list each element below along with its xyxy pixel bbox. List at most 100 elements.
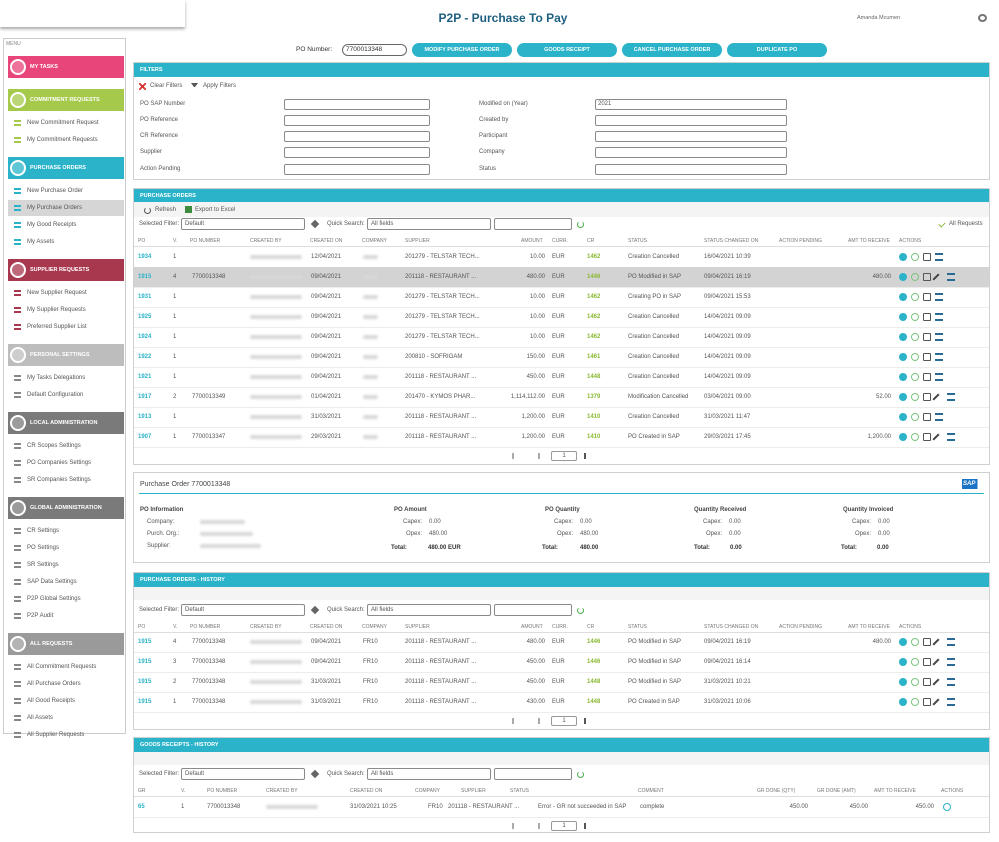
menu-item[interactable]: My Assets: [27, 239, 55, 245]
pager-first[interactable]: [512, 453, 521, 459]
filter-input[interactable]: [595, 164, 787, 175]
row-link[interactable]: 1915: [138, 659, 152, 665]
row-link[interactable]: 1913: [138, 414, 152, 420]
filter-input[interactable]: [284, 147, 430, 158]
row-link[interactable]: 1915: [138, 679, 152, 685]
action-status[interactable]: [911, 658, 919, 666]
action-tree[interactable]: [947, 658, 955, 666]
menu-item[interactable]: All Assets: [27, 715, 54, 721]
filter-input[interactable]: [284, 115, 430, 126]
action-copy[interactable]: [923, 313, 931, 321]
row-link[interactable]: 1931: [138, 294, 152, 300]
section-title[interactable]: MY TASKS: [30, 64, 58, 70]
section-title[interactable]: PURCHASE ORDERS: [30, 165, 86, 171]
menu-item[interactable]: All Purchase Orders: [27, 681, 81, 687]
menu-item[interactable]: New Supplier Request: [27, 290, 87, 296]
action-copy[interactable]: [923, 273, 931, 281]
apply-icon[interactable]: [191, 83, 198, 90]
clear-filters[interactable]: Clear Filters: [150, 83, 183, 89]
pager-prev[interactable]: [538, 453, 542, 459]
section-header[interactable]: [8, 497, 124, 519]
menu-item[interactable]: PO Companies Settings: [27, 460, 92, 466]
filter-input[interactable]: [284, 131, 430, 142]
action-button-label[interactable]: CANCEL PURCHASE ORDER: [633, 47, 711, 53]
action-copy[interactable]: [923, 678, 931, 686]
action-status[interactable]: [911, 273, 919, 281]
quick-search-input[interactable]: [494, 604, 572, 616]
action-tree[interactable]: [935, 293, 943, 301]
action-tree[interactable]: [935, 373, 943, 381]
action-tree[interactable]: [947, 273, 955, 281]
action-tree[interactable]: [935, 313, 943, 321]
menu-item[interactable]: SR Settings: [27, 562, 59, 568]
quick-search-select[interactable]: [367, 768, 491, 780]
action-status[interactable]: [911, 313, 919, 321]
row-link[interactable]: 1915: [138, 699, 152, 705]
section-header[interactable]: [8, 89, 124, 111]
refresh-icon[interactable]: [577, 607, 584, 614]
export-button[interactable]: Export to Excel: [195, 207, 236, 213]
selected-filter[interactable]: [181, 218, 305, 230]
menu-item[interactable]: PO Settings: [27, 545, 60, 551]
action-tree[interactable]: [947, 678, 955, 686]
menu-item[interactable]: My Purchase Orders: [27, 205, 83, 211]
section-header[interactable]: [8, 259, 124, 281]
action-tree[interactable]: [935, 333, 943, 341]
po-number-input[interactable]: [342, 44, 407, 56]
menu-item[interactable]: All Supplier Requests: [27, 732, 85, 738]
action-button-label[interactable]: MODIFY PURCHASE ORDER: [424, 47, 500, 53]
action-button[interactable]: [412, 43, 512, 57]
section-title[interactable]: PERSONAL SETTINGS: [30, 352, 90, 358]
action-globe[interactable]: [899, 413, 907, 421]
action-copy[interactable]: [923, 393, 931, 401]
action-globe[interactable]: [899, 273, 907, 281]
menu-item[interactable]: All Good Receipts: [27, 698, 76, 704]
action-copy[interactable]: [923, 253, 931, 261]
menu-item[interactable]: My Tasks Delegations: [27, 375, 86, 381]
excel-icon[interactable]: [185, 206, 192, 213]
refresh-button[interactable]: Refresh: [155, 207, 177, 213]
filter-input[interactable]: [595, 99, 787, 110]
menu-item[interactable]: All Commitment Requests: [27, 664, 97, 670]
menu-item[interactable]: My Supplier Requests: [27, 307, 86, 313]
action-globe[interactable]: [899, 698, 907, 706]
section-title[interactable]: GLOBAL ADMINISTRATION: [30, 505, 102, 511]
action-copy[interactable]: [923, 333, 931, 341]
action-button-label[interactable]: DUPLICATE PO: [756, 47, 798, 53]
pager-first[interactable]: [512, 718, 521, 724]
action-globe[interactable]: [899, 678, 907, 686]
action-status[interactable]: [911, 433, 919, 441]
action-status[interactable]: [911, 393, 919, 401]
menu-item[interactable]: Default Configuration: [27, 392, 84, 398]
filter-input[interactable]: [595, 131, 787, 142]
row-link[interactable]: 1925: [138, 314, 152, 320]
menu-item[interactable]: SR Companies Settings: [27, 477, 91, 483]
row-link[interactable]: 65: [138, 804, 145, 810]
apply-filters[interactable]: Apply Filters: [203, 83, 237, 89]
refresh-icon[interactable]: [577, 221, 584, 228]
action-globe[interactable]: [899, 373, 907, 381]
action-globe[interactable]: [899, 638, 907, 646]
section-title[interactable]: SUPPLIER REQUESTS: [30, 267, 90, 273]
action-status[interactable]: [911, 333, 919, 341]
action-tree[interactable]: [947, 638, 955, 646]
row-link[interactable]: 1915: [138, 639, 152, 645]
action-tree[interactable]: [935, 253, 943, 261]
pager-prev[interactable]: [538, 823, 542, 829]
pager-prev[interactable]: [538, 718, 542, 724]
action-copy[interactable]: [923, 293, 931, 301]
action-globe[interactable]: [899, 293, 907, 301]
menu-item[interactable]: My Commitment Requests: [27, 137, 98, 143]
action-globe[interactable]: [899, 433, 907, 441]
action-globe[interactable]: [899, 313, 907, 321]
section-header[interactable]: [8, 412, 124, 434]
menu-item[interactable]: My Good Receipts: [27, 222, 77, 228]
action-tree[interactable]: [935, 353, 943, 361]
action-copy[interactable]: [923, 433, 931, 441]
row-link[interactable]: 1917: [138, 394, 152, 400]
menu-item[interactable]: New Purchase Order: [27, 188, 84, 194]
all-requests[interactable]: All Requests: [949, 221, 983, 227]
section-title[interactable]: COMMITMENT REQUESTS: [30, 97, 100, 103]
action-status[interactable]: [911, 413, 919, 421]
clear-icon[interactable]: [139, 83, 146, 90]
